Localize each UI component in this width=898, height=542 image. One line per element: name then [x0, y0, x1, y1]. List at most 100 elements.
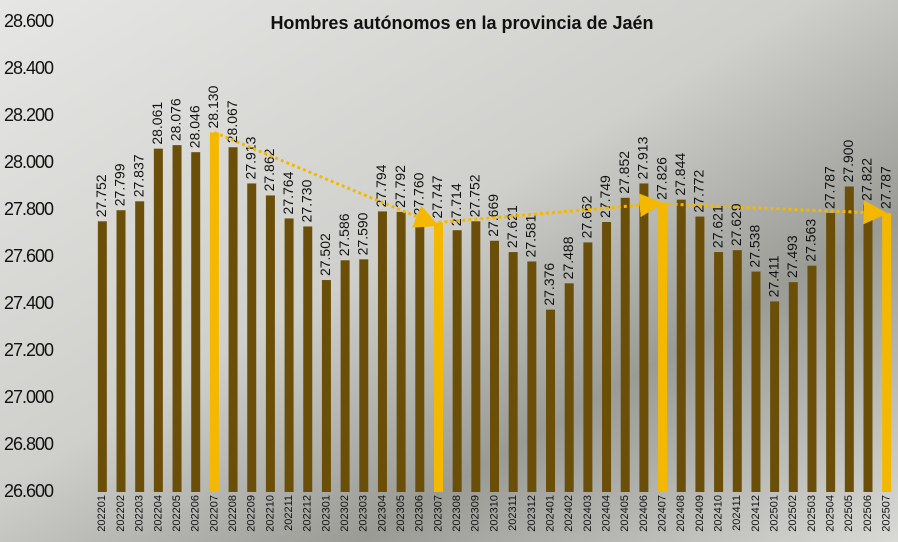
value-label: 27.913	[242, 136, 258, 179]
bar	[452, 230, 462, 492]
value-label: 27.629	[728, 203, 744, 246]
x-tick-label: 202203	[134, 495, 146, 532]
bar	[676, 199, 686, 492]
x-tick-label: 202406	[638, 495, 650, 532]
x-tick-label: 202306	[414, 495, 426, 532]
bar	[658, 203, 668, 492]
bar	[882, 213, 892, 492]
x-tick-label: 202409	[694, 495, 706, 532]
value-label: 28.067	[224, 100, 240, 143]
value-label: 28.130	[205, 85, 221, 128]
bar	[303, 226, 313, 492]
x-tick-label: 202211	[283, 495, 295, 531]
value-label: 27.913	[635, 136, 651, 179]
y-tick-label: 28.000	[4, 152, 54, 172]
value-label: 27.502	[317, 233, 333, 276]
value-label: 27.752	[93, 174, 109, 217]
y-tick-label: 26.600	[4, 481, 54, 501]
x-tick-label: 202412	[750, 495, 762, 532]
trend-arrow	[438, 193, 664, 224]
x-tick-label: 202503	[806, 495, 818, 532]
value-label: 27.747	[429, 175, 445, 218]
bar	[714, 252, 724, 492]
y-tick-label: 27.600	[4, 246, 54, 266]
bar	[396, 211, 406, 492]
x-tick-label: 202310	[488, 495, 500, 532]
x-tick-label: 202205	[171, 495, 183, 532]
value-label: 27.787	[877, 166, 893, 209]
value-label: 27.844	[672, 153, 688, 196]
x-tick-label: 202210	[264, 495, 276, 532]
value-label: 27.772	[691, 170, 707, 213]
x-tick-label: 202507	[881, 495, 893, 532]
bar	[639, 183, 649, 492]
value-label: 27.411	[765, 255, 781, 297]
value-label: 27.493	[784, 235, 800, 278]
trend-arrow	[662, 200, 888, 225]
value-label: 27.826	[653, 157, 669, 200]
bar	[863, 204, 873, 492]
bar	[265, 195, 275, 492]
bar	[321, 280, 331, 492]
bar	[247, 183, 257, 492]
bar	[770, 301, 780, 492]
value-label: 27.563	[803, 219, 819, 262]
value-label: 27.822	[859, 158, 875, 201]
bar	[471, 221, 481, 492]
value-label: 27.764	[280, 171, 296, 214]
value-label: 27.837	[130, 154, 146, 197]
value-label: 27.621	[709, 205, 725, 248]
bar	[153, 148, 163, 493]
x-tick-label: 202411	[731, 495, 743, 531]
bar	[695, 216, 705, 492]
bar	[135, 201, 145, 492]
x-tick-label: 202311	[507, 495, 519, 531]
y-tick-label: 26.800	[4, 434, 54, 454]
y-tick-label: 28.600	[4, 11, 54, 31]
value-label: 28.076	[168, 98, 184, 141]
value-label: 27.752	[467, 174, 483, 217]
value-label: 27.900	[840, 139, 856, 182]
bar	[433, 222, 443, 492]
bar	[508, 252, 518, 492]
bar	[172, 145, 182, 492]
x-tick-label: 202204	[152, 495, 164, 532]
x-tick-label: 202212	[302, 495, 314, 532]
x-tick-label: 202502	[787, 495, 799, 532]
value-label: 27.714	[448, 183, 464, 226]
bar	[602, 221, 612, 493]
x-tick-label: 202302	[339, 495, 351, 532]
value-label: 27.749	[597, 175, 613, 218]
value-label: 27.760	[411, 172, 427, 215]
x-tick-label: 202405	[619, 495, 631, 532]
bar	[359, 259, 369, 492]
x-tick-label: 202407	[656, 495, 668, 532]
value-label: 27.376	[541, 263, 557, 306]
x-tick-label: 202305	[395, 495, 407, 532]
bar	[826, 213, 836, 492]
value-label: 27.586	[336, 213, 352, 256]
bar	[844, 186, 854, 492]
bar	[97, 221, 107, 492]
bar	[340, 260, 350, 492]
bar	[751, 271, 761, 492]
bar	[564, 283, 574, 492]
value-label: 27.621	[504, 205, 520, 248]
y-tick-label: 28.200	[4, 105, 54, 125]
value-label: 27.730	[298, 179, 314, 222]
x-tick-label: 202504	[825, 495, 837, 532]
value-label: 27.538	[747, 225, 763, 268]
value-label: 28.061	[149, 102, 165, 145]
x-tick-label: 202301	[320, 495, 332, 532]
bar	[788, 282, 798, 492]
x-tick-label: 202308	[451, 495, 463, 532]
x-tick-label: 202505	[843, 495, 855, 532]
value-label: 27.669	[485, 194, 501, 237]
value-label: 27.794	[373, 164, 389, 207]
x-tick-label: 202208	[227, 495, 239, 532]
bar	[284, 218, 294, 492]
x-tick-label: 202207	[208, 495, 220, 532]
x-tick-label: 202402	[563, 495, 575, 532]
x-tick-label: 202303	[358, 495, 370, 532]
